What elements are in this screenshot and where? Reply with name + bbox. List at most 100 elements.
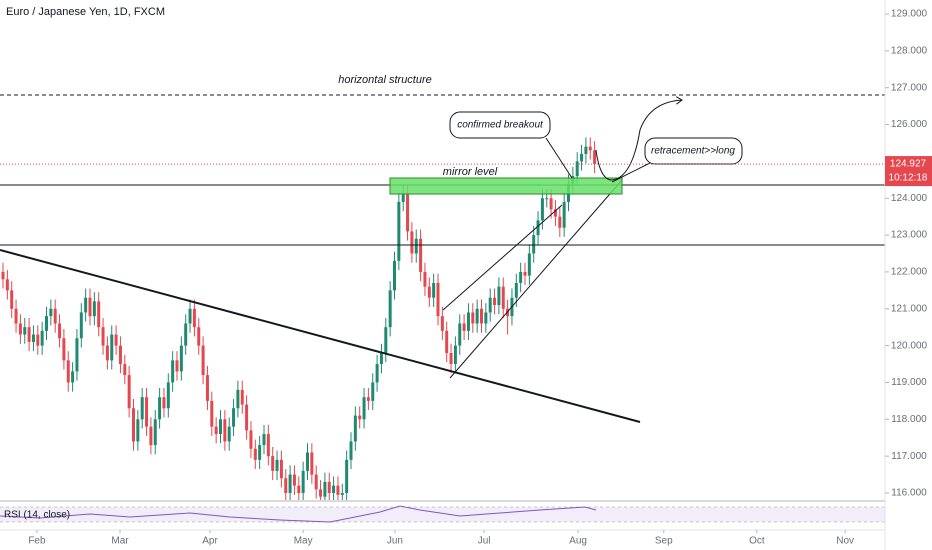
candle-body [297, 485, 301, 493]
y-tick-label: 119.000 [891, 377, 927, 388]
candle-body [519, 271, 523, 283]
candle-body [358, 415, 362, 420]
candle-body [27, 327, 31, 342]
plot-area [1, 137, 597, 500]
candle-body [192, 308, 196, 328]
candle-body [301, 470, 305, 493]
candle-body [523, 271, 527, 276]
candle-body [388, 290, 392, 328]
candle-body [371, 382, 375, 401]
candle-body [532, 235, 536, 254]
candle-body [427, 286, 431, 298]
candle-body [258, 445, 262, 460]
candle-body [205, 375, 209, 401]
candle-body [127, 375, 131, 409]
y-tick-label: 121.000 [891, 303, 928, 314]
x-tick-label: Sep [655, 536, 673, 547]
candle-body [536, 220, 540, 236]
candle-body [445, 330, 449, 353]
candle-body [232, 408, 236, 427]
y-tick-label: 127.000 [891, 82, 928, 93]
candle-body [166, 382, 170, 409]
candle-body [240, 389, 244, 405]
annotation: mirror level [443, 166, 498, 178]
candle-body [171, 360, 175, 383]
candle-body [114, 334, 118, 346]
y-tick-label: 123.000 [891, 230, 928, 241]
candle-body [162, 397, 166, 409]
annotation: retracement>>long [651, 146, 735, 157]
y-tick-label: 128.000 [891, 45, 928, 56]
candle-body [545, 198, 549, 200]
candle-body [466, 312, 470, 331]
candle-body [45, 316, 48, 331]
candle-body [10, 290, 14, 309]
y-tick-label: 120.000 [891, 340, 928, 351]
candle-body [110, 334, 114, 361]
candle-body [497, 286, 501, 306]
candle-body [53, 308, 57, 324]
candle-body [410, 231, 414, 254]
candle-body [575, 161, 579, 177]
candle-body [92, 301, 96, 317]
candle-body [384, 327, 388, 353]
candle-body [558, 216, 562, 228]
candle-body [184, 323, 188, 346]
candle-body [484, 312, 488, 324]
candle-body [188, 308, 192, 324]
wedge-line [442, 204, 563, 311]
candle-body [393, 260, 396, 291]
candle-body [471, 312, 475, 324]
candle-body [1, 271, 5, 280]
candle-body [262, 434, 266, 446]
candle-body [588, 146, 592, 151]
candle-body [323, 481, 327, 497]
candle-body [406, 194, 410, 232]
candle-body [31, 334, 35, 342]
candle-body [153, 419, 157, 446]
candle-body [345, 459, 349, 493]
candle-body [249, 430, 253, 449]
candle-body [49, 308, 53, 317]
candle-body [366, 397, 370, 401]
candle-body [501, 286, 505, 309]
candle-body [401, 194, 405, 202]
candle-body [105, 345, 109, 361]
candle-body [23, 327, 27, 335]
candle-body [349, 441, 353, 460]
candle-body [201, 345, 205, 376]
x-tick-label: Feb [28, 536, 46, 547]
y-tick-label: 124.000 [891, 193, 928, 204]
candle-body [462, 323, 466, 331]
candle-body [223, 419, 227, 442]
candle-body [332, 485, 336, 493]
candle-body [279, 459, 283, 479]
candle-body [540, 198, 544, 221]
candle-body [375, 364, 379, 383]
candle-body [97, 301, 101, 328]
callout-pointer [611, 162, 651, 183]
candle-body [453, 345, 457, 365]
candle-body [440, 316, 444, 331]
candle-body [75, 338, 79, 372]
candle-body [62, 338, 66, 361]
y-tick-label: 122.000 [891, 267, 928, 278]
candle-body [458, 323, 462, 346]
candle-body [480, 308, 483, 324]
candle-body [527, 253, 531, 276]
drawings [0, 94, 885, 423]
candle-body [284, 478, 288, 493]
callout-pointer [545, 137, 573, 179]
candle-body [158, 397, 162, 420]
candle-body [379, 352, 383, 365]
last-price-box [885, 156, 932, 187]
candle-body [449, 352, 453, 365]
x-tick-label: Mar [111, 536, 129, 547]
indicator-label: RSI (14, close) [4, 510, 70, 521]
candle-body [14, 308, 18, 324]
candle-body [292, 474, 296, 486]
candle-body [5, 279, 9, 291]
candle-body [197, 327, 201, 346]
x-tick-label: Jun [387, 536, 403, 547]
